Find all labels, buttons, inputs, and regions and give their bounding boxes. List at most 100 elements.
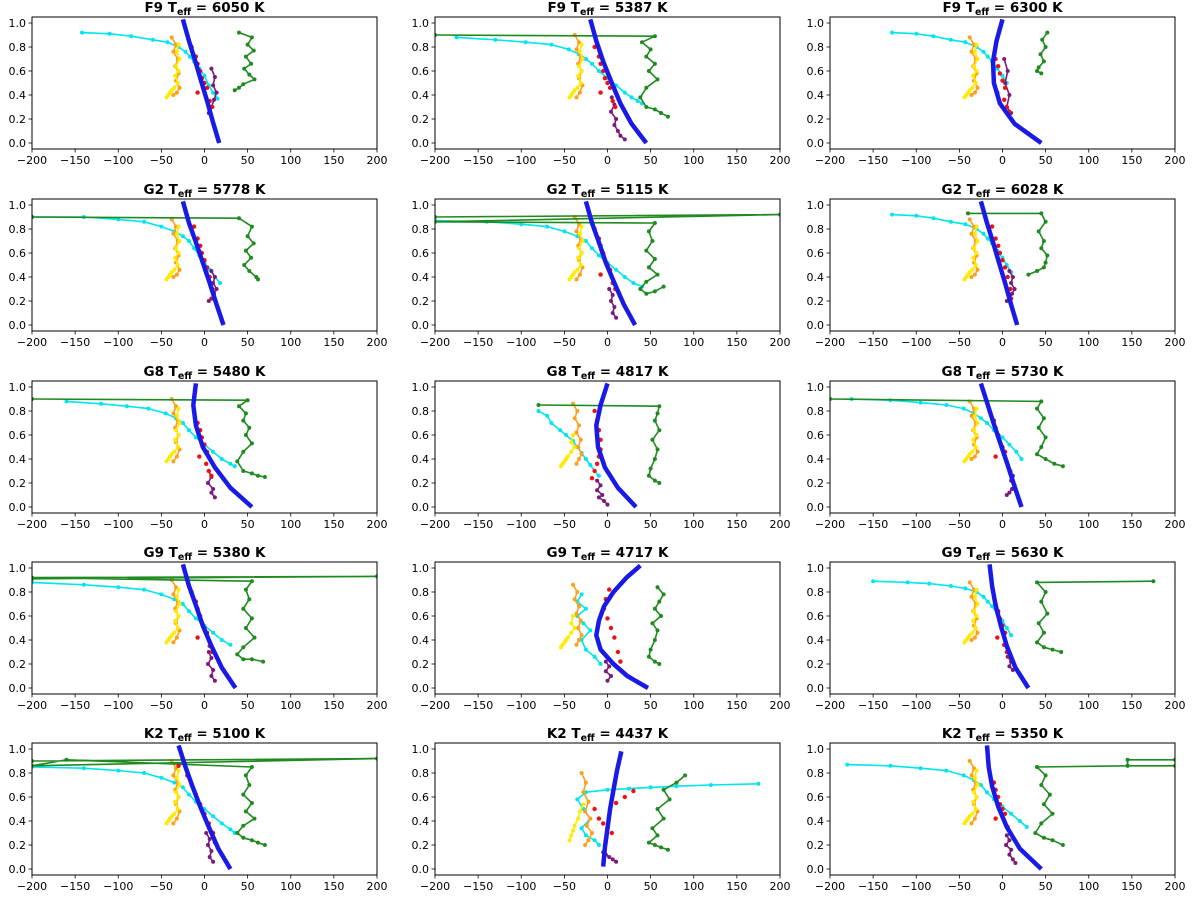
series-yellow-point (971, 799, 976, 804)
y-tick-label: 0.4 (412, 815, 430, 828)
series-green-point (652, 478, 657, 483)
series-yellow-point (572, 823, 577, 828)
series-orange-point (577, 90, 582, 95)
series-green-point (247, 72, 252, 77)
y-tick-label: 0.2 (412, 295, 430, 308)
series-purple-point (214, 90, 219, 95)
teff-value: = 4817 K (595, 364, 669, 380)
series-cyan-point (545, 224, 550, 229)
series-green-point (242, 263, 247, 267)
series-green-point (655, 77, 660, 82)
red-point (996, 63, 1001, 69)
series-green-point (644, 291, 649, 296)
series-yellow-point (974, 224, 979, 229)
x-tick-label: 150 (726, 154, 747, 167)
series-purple-point (209, 66, 214, 71)
spectral-type: F9 T (942, 0, 975, 16)
x-tick-label: −150 (858, 154, 888, 167)
series-cyan-point (116, 585, 121, 590)
series-yellow-point (974, 42, 979, 47)
series-orange-point (967, 217, 972, 222)
series-green-point (1039, 399, 1044, 404)
series-yellow-point (578, 263, 583, 267)
series-yellow-point (974, 614, 979, 618)
series-yellow-point (974, 587, 979, 592)
series-cyan-point (215, 96, 220, 101)
x-tick-label: 200 (770, 336, 791, 349)
y-tick-label: 0.0 (9, 137, 27, 150)
x-tick-label: 50 (241, 336, 255, 349)
series-purple-point (614, 117, 619, 121)
series-yellow-point (580, 57, 585, 61)
series-yellow-point (971, 73, 976, 78)
series-cyan-point (627, 786, 632, 791)
series-green-point (655, 833, 660, 838)
series-cyan-point (590, 246, 594, 251)
red-point (176, 763, 181, 768)
x-tick-label: 200 (1165, 154, 1186, 167)
series-yellow-point (572, 626, 577, 630)
series-green-point (644, 248, 649, 253)
series-green-point (652, 638, 657, 642)
series-purple-point (1009, 847, 1014, 852)
series-yellow-point (972, 246, 976, 251)
series-cyan-point (948, 37, 953, 42)
series-purple-point (614, 859, 619, 864)
series-green-point (640, 40, 644, 45)
series-cyan-point (187, 792, 191, 797)
series-yellow-point (973, 263, 978, 267)
series-orange-point (171, 275, 176, 279)
red-point (1005, 274, 1010, 280)
series-green-point (648, 47, 653, 52)
series-green-point (652, 107, 657, 112)
series-green-line (435, 34, 669, 118)
series-yellow-point (173, 255, 178, 260)
series-green-point (241, 823, 246, 828)
series-yellow-point (164, 640, 169, 645)
series-cyan-point (228, 461, 233, 466)
series-cyan-point (985, 54, 990, 59)
series-yellow-point (174, 64, 178, 69)
x-tick-label: −100 (506, 880, 536, 893)
teff-subscript: eff (580, 7, 594, 18)
x-tick-label: 150 (726, 336, 747, 349)
series-yellow-point (176, 433, 181, 437)
series-cyan-point (990, 604, 995, 609)
series-purple-point (206, 481, 210, 485)
series-orange-point (972, 272, 977, 277)
series-purple-point (212, 275, 217, 279)
red-point (989, 224, 995, 229)
series-purple-point (605, 678, 610, 683)
series-green-point (249, 61, 254, 66)
series-purple-point (1010, 291, 1014, 296)
series-orange-line (969, 218, 979, 278)
y-tick-label: 1.0 (412, 17, 430, 30)
spectral-type: F9 T (144, 0, 177, 16)
series-orange-point (972, 454, 977, 459)
x-tick-label: −100 (103, 518, 133, 531)
y-tick-label: 0.0 (412, 682, 430, 695)
series-orange-point (967, 580, 972, 585)
y-tick-label: 0.0 (807, 863, 825, 876)
series-cyan-point (129, 34, 134, 39)
spectral-type: G9 T (942, 545, 977, 561)
series-green-point (657, 662, 662, 666)
series-green-point (1039, 783, 1044, 787)
series-orange-point (972, 90, 977, 95)
series-green-point (252, 635, 257, 640)
y-tick-label: 0.0 (807, 682, 825, 695)
series-green-point (652, 843, 657, 847)
series-green-point (262, 843, 267, 847)
series-yellow-point (567, 95, 572, 100)
series-green-point (646, 654, 651, 659)
series-yellow-point (577, 49, 582, 54)
series-cyan-point (536, 409, 541, 413)
series-yellow-point (971, 618, 976, 623)
panel-G9-5380: G9 Teff = 5380 K −200 −150 −100 −50 0 50 100 150… (9, 545, 388, 712)
series-purple-point (610, 857, 615, 862)
series-cyan-point (978, 416, 983, 421)
series-orange-point (583, 780, 588, 785)
series-orange-line (969, 36, 979, 96)
series-green-point (1026, 272, 1031, 277)
y-tick-label: 1.0 (807, 381, 825, 394)
